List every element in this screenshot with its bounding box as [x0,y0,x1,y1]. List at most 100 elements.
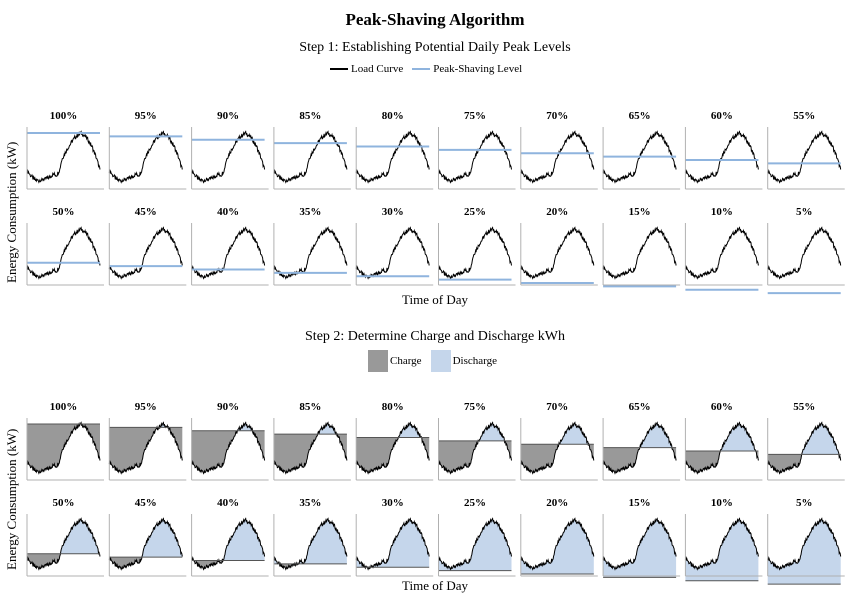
step1-title: Step 1: Establishing Potential Daily Pea… [299,40,571,55]
charge-area [191,560,265,570]
step1-panel-title: 25% [464,206,486,218]
step1-load-curve [438,130,512,184]
step2-load-curve [767,421,842,475]
peak-level-legend-swatch [412,68,431,70]
step1-x-axis-label: Time of Day [402,292,468,307]
step2-legend: Charge Discharge [368,350,497,372]
step2-panel-title: 20% [546,497,568,509]
step2-panel-title: 15% [629,497,651,509]
charge-area [109,557,183,570]
step1-load-curve [684,130,759,184]
discharge-area [27,518,100,554]
step2-load-curve [684,517,759,571]
step2-load-curve [355,421,430,475]
charge-area [603,447,677,474]
charge-area [191,430,265,474]
load-curve-legend-label: Load Curve [351,63,404,75]
step1-load-curve [273,226,348,280]
charge-legend-swatch [368,350,388,372]
step1-panel-title: 40% [217,206,239,218]
step2-load-curve [108,517,183,571]
step1-panel-title: 75% [464,110,486,122]
step2-load-curve [684,421,759,475]
step2-load-curve [602,421,677,475]
step1-load-curve [520,130,595,184]
discharge-area [603,422,677,448]
discharge-area [438,518,512,571]
discharge-area [438,422,512,441]
step2-panel-title: 90% [217,401,239,413]
step2-load-curve [767,517,842,571]
charge-area [438,440,512,474]
step2-panel-title: 100% [50,401,78,413]
step1-panel-title: 95% [135,110,157,122]
charge-area [27,424,100,474]
step1-panel-title: 5% [796,206,813,218]
discharge-area [191,422,265,431]
step2-panel-title: 70% [546,401,568,413]
step2-load-curve [191,517,266,571]
step1-load-curve [767,130,842,184]
step2-panel-title: 85% [299,401,321,413]
step2-load-curve [273,421,348,475]
discharge-area [109,518,183,558]
step2-panel-title: 45% [135,497,157,509]
discharge-area [356,518,430,568]
discharge-area [273,518,347,564]
discharge-area [191,518,265,561]
step2-load-curve [26,517,101,571]
step2-panel-title: 40% [217,497,239,509]
step1-load-curve [602,226,677,280]
step1-panel-title: 80% [382,110,404,122]
discharge-area [767,518,841,585]
step1-panel-title: 20% [546,206,568,218]
step2-panel-title: 55% [793,401,815,413]
step2-panel-title: 95% [135,401,157,413]
step1-panel-title: 100% [50,110,78,122]
step1-load-curve [684,226,759,280]
step1-load-curve [767,226,842,280]
step1-panel-title: 85% [299,110,321,122]
step2-load-curve [273,517,348,571]
step1-panel-title: 90% [217,110,239,122]
step2-load-curve [520,517,595,571]
discharge-area [356,422,430,438]
step1-load-curve [355,130,430,184]
discharge-area [520,422,594,445]
discharge-area [685,422,759,452]
charge-area [767,454,841,474]
charge-legend-label: Charge [390,355,422,367]
step2-panel-title: 80% [382,401,404,413]
step2-load-curve [438,517,512,571]
step1-load-curve [26,130,101,184]
discharge-area [603,518,677,578]
step2-panel-title: 75% [464,401,486,413]
discharge-area [520,518,594,574]
charge-area [109,427,183,474]
step1-load-curve [108,130,183,184]
step1-load-curve [108,226,183,280]
step2-title: Step 2: Determine Charge and Discharge k… [305,329,565,344]
step2-x-axis-label: Time of Day [402,578,468,593]
step1-load-curve [438,226,512,280]
step2-load-curve [355,517,430,571]
step2-panel-title: 35% [299,497,321,509]
step1-load-curve [520,226,595,280]
step2-panel-title: 30% [382,497,404,509]
discharge-area [109,422,183,428]
step2-load-curve [26,421,101,475]
step2-load-curve [520,421,595,475]
step1-panel-title: 45% [135,206,157,218]
charge-area [356,437,430,474]
step2-panel-title: 10% [711,497,733,509]
step1-panel-title: 55% [793,110,815,122]
charge-area [273,434,347,474]
step2-panel-title: 5% [796,497,813,509]
step1-load-curve [273,130,348,184]
step1-legend: Load Curve Peak-Shaving Level [330,63,522,75]
peak-level-legend-label: Peak-Shaving Level [433,63,523,75]
step2-panel-title: 50% [53,497,75,509]
charge-area [27,553,100,570]
step1-load-curve [191,226,266,280]
